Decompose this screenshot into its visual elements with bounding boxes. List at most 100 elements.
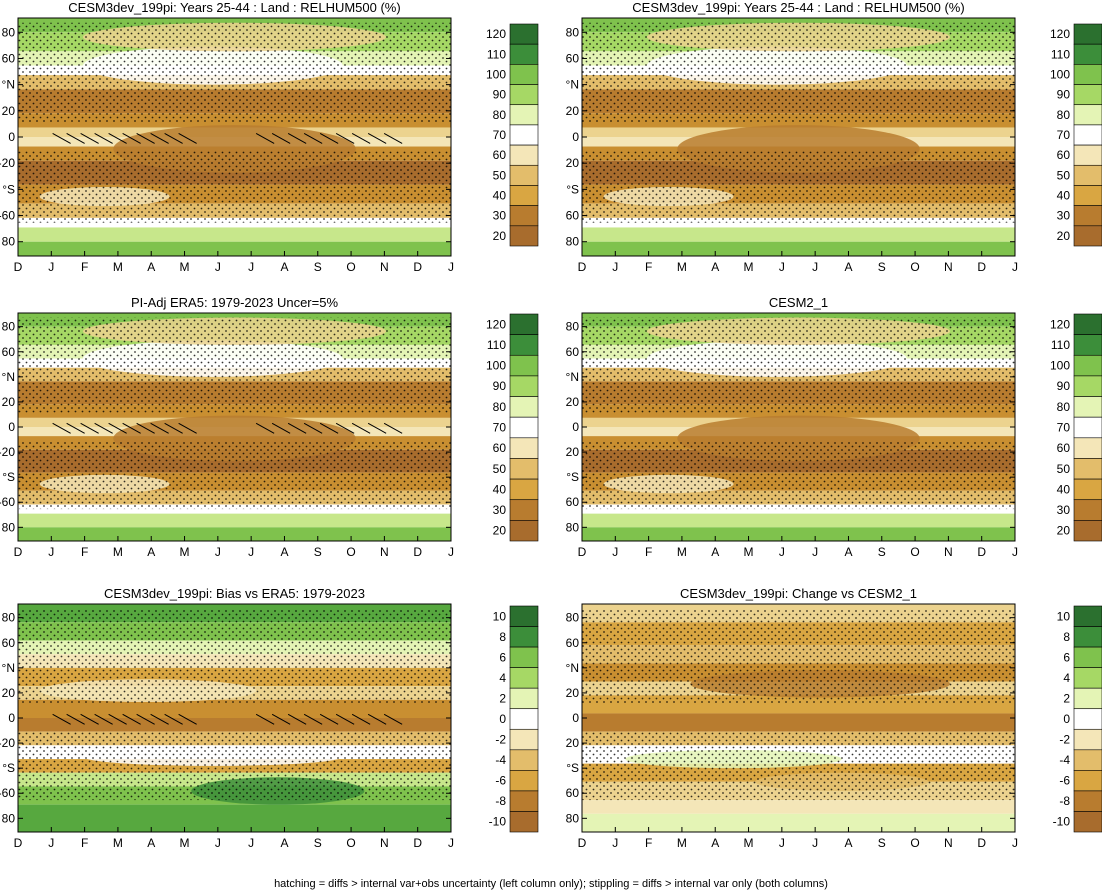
colorbar-label: 90 [1057, 88, 1071, 102]
x-tick-label: J [779, 545, 785, 559]
x-tick-label: F [645, 836, 652, 850]
colorbar-box [509, 164, 539, 186]
y-tick-label: 20 [566, 395, 580, 409]
x-tick-label: J [1012, 836, 1018, 850]
x-tick-label: J [812, 836, 818, 850]
colorbar-box [509, 396, 539, 418]
heatmap-band [582, 504, 1015, 514]
heatmap-band [18, 527, 451, 541]
x-tick-label: D [977, 545, 986, 559]
colorbar-box [509, 770, 539, 792]
panel-title: CESM3dev_199pi: Years 25-44 : Land : REL… [68, 0, 400, 15]
colorbar-label: -6 [1059, 774, 1070, 788]
hatching [164, 132, 183, 144]
colorbar-box [509, 646, 539, 668]
colorbar-label: -8 [495, 794, 506, 808]
y-tick-label: °S [566, 470, 579, 484]
colorbar-label: 0 [499, 712, 506, 726]
y-tick-label: 0 [572, 420, 579, 434]
x-tick-label: A [844, 836, 852, 850]
colorbar-box [1073, 375, 1102, 397]
panel-title: CESM3dev_199pi: Years 25-44 : Land : REL… [632, 0, 964, 15]
stippling [18, 22, 451, 123]
colorbar-label: 10 [493, 609, 507, 623]
y-tick-label: 80 [566, 520, 580, 534]
hatching [80, 422, 99, 434]
colorbar-label: 70 [493, 421, 507, 435]
y-tick-label: °N [566, 370, 579, 384]
hatching [108, 422, 127, 434]
colorbar-box [1073, 144, 1102, 166]
y-tick-label: 0 [572, 130, 579, 144]
x-tick-label: J [779, 836, 785, 850]
y-tick-label: 0 [8, 420, 15, 434]
x-tick-label: F [645, 545, 652, 559]
y-tick-label: 80 [2, 520, 16, 534]
x-tick-label: A [147, 260, 155, 274]
heatmap-band [18, 241, 451, 256]
colorbar-box [509, 811, 539, 833]
colorbar-label: 110 [1051, 338, 1070, 352]
y-tick-label: °S [566, 182, 579, 196]
colorbar-label: 80 [1057, 400, 1071, 414]
x-tick-label: N [380, 260, 389, 274]
x-tick-label: D [578, 836, 587, 850]
y-tick-label: 80 [566, 320, 580, 334]
x-tick-label: D [578, 545, 587, 559]
x-tick-label: A [711, 836, 719, 850]
x-tick-label: D [578, 260, 587, 274]
stippling [582, 151, 1015, 223]
colorbar-label: 8 [499, 630, 506, 644]
heatmap-band [18, 513, 451, 528]
colorbar-label: 60 [493, 148, 507, 162]
colorbar-box [1073, 458, 1102, 480]
colorbar-label: 6 [1063, 650, 1070, 664]
x-tick-label: S [878, 836, 886, 850]
hatching [303, 422, 323, 434]
x-tick-label: J [612, 836, 618, 850]
y-tick-label: 60 [566, 636, 580, 650]
x-tick-label: A [711, 545, 719, 559]
x-tick-label: F [645, 260, 652, 274]
colorbar-box [1073, 124, 1102, 146]
y-tick-label: 60 [2, 636, 16, 650]
y-tick-label: 60 [2, 345, 16, 359]
hatching [150, 132, 169, 144]
colorbar-box [509, 144, 539, 166]
y-tick-label: °N [2, 370, 15, 384]
colorbar-box [509, 667, 539, 689]
y-tick-label: -60 [0, 786, 15, 800]
colorbar-box [1073, 520, 1102, 542]
colorbar-box [1073, 313, 1102, 335]
x-tick-label: A [280, 836, 288, 850]
colorbar-box [509, 499, 539, 521]
hatching [271, 422, 291, 434]
x-tick-label: J [215, 260, 221, 274]
colorbar-box [509, 313, 539, 335]
colorbar-label: 70 [1057, 421, 1071, 435]
colorbar-box [509, 205, 539, 227]
x-tick-label: A [844, 260, 852, 274]
hatching [335, 422, 355, 434]
x-tick-label: O [346, 836, 355, 850]
colorbar-box [1073, 728, 1102, 751]
y-tick-label: 60 [566, 786, 580, 800]
x-tick-label: D [977, 836, 986, 850]
colorbar-label: -6 [495, 774, 506, 788]
heatmap-band [18, 504, 451, 514]
colorbar-box [509, 437, 539, 459]
colorbar-label: 20 [1057, 229, 1071, 243]
colorbar-label: 40 [493, 482, 507, 496]
heatmap-band [18, 227, 451, 242]
panel-4: CESM2_1D J F M A M J J A S O N D J8060°N20020°S608012… [566, 295, 1102, 559]
x-tick-label: J [448, 545, 454, 559]
hatching [122, 422, 141, 434]
x-tick-label: D [14, 836, 23, 850]
x-tick-label: S [314, 836, 322, 850]
hatching [122, 132, 141, 144]
y-tick-label: 20 [2, 395, 16, 409]
hatching [108, 132, 127, 144]
hatching [271, 132, 291, 144]
colorbar-box [1073, 708, 1102, 730]
x-tick-label: M [744, 836, 754, 850]
